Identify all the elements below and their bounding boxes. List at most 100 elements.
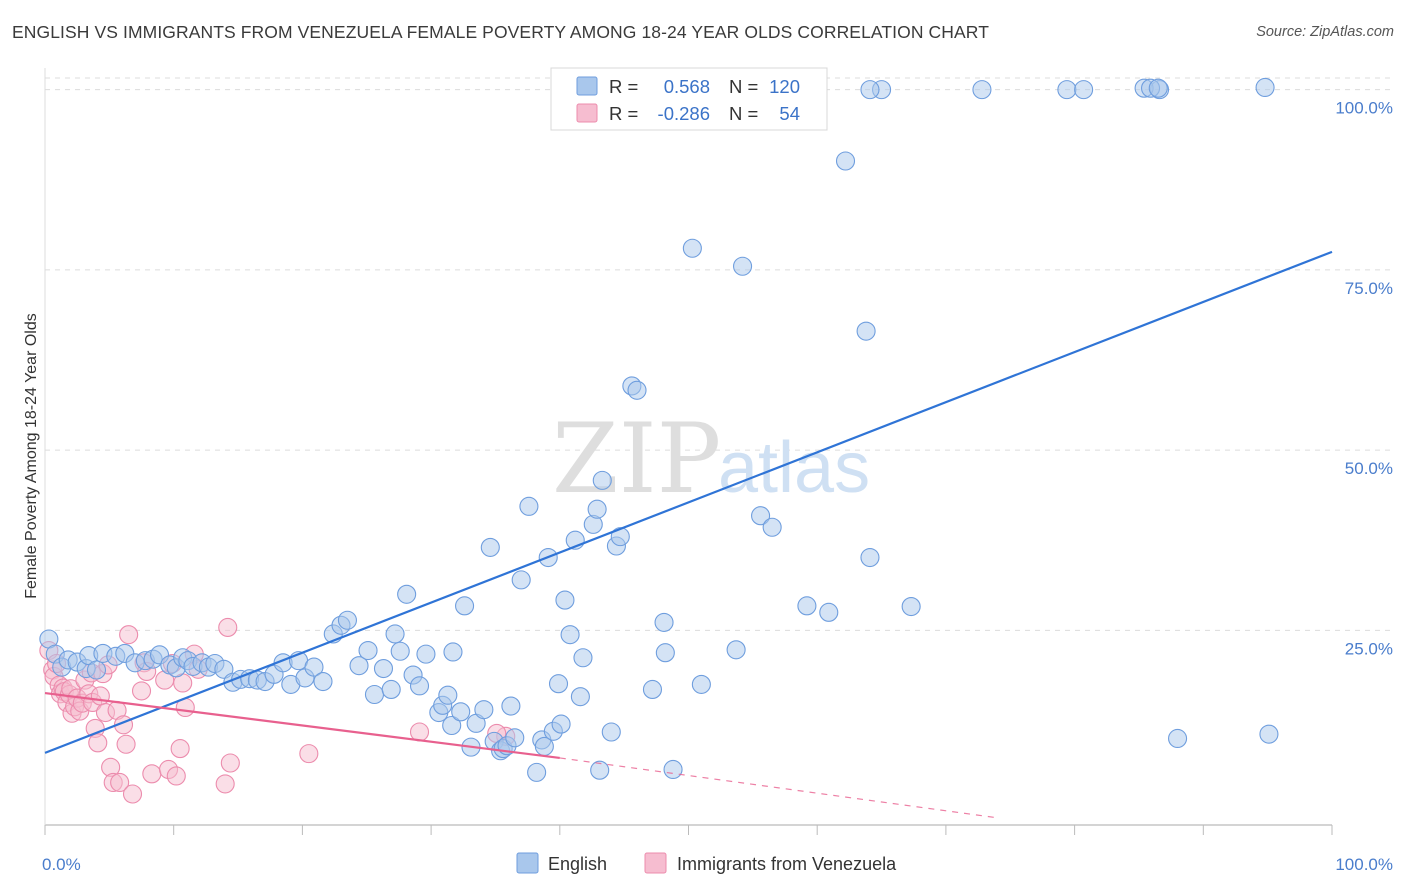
data-point <box>90 686 110 706</box>
legend-n-label-venezuela: N = <box>729 103 758 124</box>
data-point <box>358 640 378 661</box>
data-point <box>364 684 385 705</box>
data-point <box>691 674 711 694</box>
trend-line-venezuela-extrapolated <box>559 757 998 819</box>
legend-r-value-venezuela: -0.286 <box>658 103 710 124</box>
data-point <box>166 766 186 786</box>
data-point <box>304 657 324 677</box>
legend-r-value-english: 0.568 <box>664 76 710 97</box>
data-point <box>726 640 746 660</box>
data-point <box>1255 77 1275 98</box>
data-point <box>218 617 238 638</box>
data-point <box>416 644 436 664</box>
data-point <box>397 584 417 604</box>
data-point <box>1057 80 1077 100</box>
trend-line-english <box>44 250 1333 754</box>
data-point <box>860 547 880 568</box>
data-point <box>762 517 782 537</box>
bottom-legend-label-english: English <box>548 854 607 874</box>
legend-n-value-english: 120 <box>769 76 800 97</box>
data-point <box>751 506 771 526</box>
data-point <box>682 238 702 258</box>
data-point <box>587 499 607 519</box>
data-point <box>655 643 675 663</box>
data-point <box>1259 724 1279 744</box>
chart-title: ENGLISH VS IMMIGRANTS FROM VENEZUELA FEM… <box>12 22 990 42</box>
legend-r-label-english: R = <box>609 76 638 97</box>
legend-swatch-venezuela <box>576 103 598 123</box>
data-point <box>438 685 458 705</box>
data-point <box>835 151 856 171</box>
data-point <box>385 624 405 644</box>
data-point <box>474 700 494 720</box>
x-tick-labels: 0.0% 100.0% <box>42 855 1393 874</box>
y-tick-labels: 25.0% 50.0% 75.0% 100.0% <box>1335 99 1393 659</box>
data-point <box>610 527 630 547</box>
data-point <box>220 753 240 773</box>
data-point <box>455 596 475 616</box>
data-point <box>480 537 500 557</box>
data-point <box>733 256 753 276</box>
trend-line-venezuela <box>44 691 560 760</box>
data-point <box>409 676 430 696</box>
data-point <box>337 610 357 630</box>
data-point <box>409 722 430 742</box>
data-point <box>548 674 569 694</box>
data-point <box>797 596 817 616</box>
data-point <box>819 602 839 622</box>
trend-lines <box>44 250 1333 819</box>
x-tick-label: 100.0% <box>1335 855 1393 874</box>
y-tick-label: 25.0% <box>1345 639 1393 658</box>
legend-n-label-english: N = <box>729 76 758 97</box>
data-point <box>570 687 590 707</box>
data-point <box>860 80 880 100</box>
data-point <box>131 681 152 701</box>
data-point <box>214 659 234 679</box>
data-point <box>119 625 139 645</box>
data-point <box>901 597 921 617</box>
data-point <box>1148 78 1168 98</box>
data-point <box>86 660 107 680</box>
data-point <box>663 759 683 780</box>
data-point <box>88 733 108 753</box>
data-point <box>601 722 621 742</box>
watermark: ZIP atlas <box>552 403 870 515</box>
data-point <box>505 728 525 748</box>
data-point <box>511 570 531 590</box>
data-point <box>116 734 136 754</box>
data-point <box>551 714 571 734</box>
data-point <box>381 679 401 700</box>
bottom-legend-swatch-english <box>516 852 539 874</box>
data-point <box>501 696 521 716</box>
data-point <box>627 380 647 400</box>
data-point <box>856 321 876 341</box>
legend-swatch-english <box>576 76 598 96</box>
y-tick-label: 50.0% <box>1345 459 1393 478</box>
x-tick-label: 0.0% <box>42 855 81 874</box>
data-point <box>142 764 162 784</box>
data-point <box>592 470 612 490</box>
data-point <box>1074 80 1094 100</box>
data-point <box>443 642 463 662</box>
data-point <box>299 744 319 764</box>
data-point <box>519 496 539 516</box>
data-point <box>215 774 235 794</box>
data-point <box>590 760 610 780</box>
bottom-legend-label-venezuela: Immigrants from Venezuela <box>677 854 897 874</box>
legend-r-label-venezuela: R = <box>609 103 638 124</box>
english-points <box>39 77 1279 782</box>
data-point <box>122 784 143 804</box>
data-point <box>527 762 547 782</box>
x-tick-marks <box>44 825 1333 835</box>
gridlines <box>45 77 1392 631</box>
bottom-legend-swatch-venezuela <box>644 852 667 874</box>
data-point <box>349 656 369 676</box>
data-point <box>313 671 333 692</box>
data-point <box>560 625 580 645</box>
y-tick-label: 75.0% <box>1345 279 1393 298</box>
y-axis-label: Female Poverty Among 18-24 Year Olds <box>23 313 40 599</box>
data-point <box>451 702 471 722</box>
data-point <box>1168 728 1188 749</box>
data-point <box>390 641 410 661</box>
